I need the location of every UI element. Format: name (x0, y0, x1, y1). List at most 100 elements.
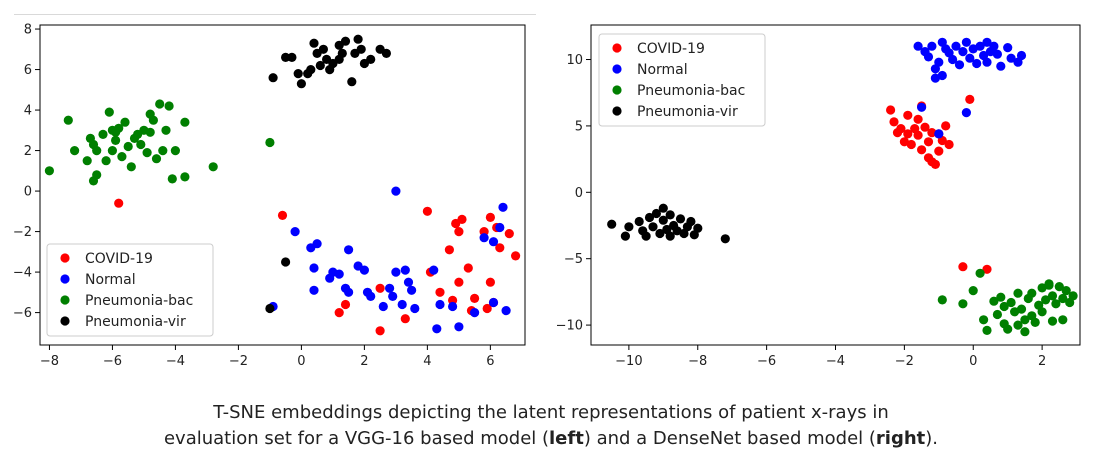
data-point (1051, 299, 1061, 309)
y-tick-label: −5 (564, 252, 583, 267)
data-point (454, 277, 464, 287)
data-point (504, 229, 514, 239)
y-tick-label: 6 (24, 63, 32, 78)
data-point (941, 121, 951, 131)
data-point (145, 127, 155, 137)
data-point (208, 162, 218, 172)
data-point (495, 222, 505, 233)
data-point (366, 54, 376, 64)
data-point (961, 108, 971, 118)
data-point (388, 291, 398, 301)
data-point (107, 146, 117, 156)
data-point (117, 152, 127, 162)
data-point (167, 174, 177, 184)
data-point (366, 291, 376, 301)
data-point (899, 137, 909, 147)
data-point (359, 265, 369, 275)
data-point (927, 128, 937, 138)
data-point (889, 117, 899, 127)
data-point (180, 172, 190, 182)
data-point (1058, 315, 1068, 325)
data-point (1061, 286, 1071, 296)
data-point (1006, 297, 1016, 308)
data-point (265, 137, 275, 148)
data-point (290, 227, 300, 237)
data-point (989, 41, 999, 51)
caption-line-2: evaluation set for a VGG-16 based model … (0, 426, 1102, 452)
legend-label: COVID-19 (85, 251, 153, 267)
data-point (675, 214, 686, 224)
data-point (620, 231, 630, 241)
x-tick-label: −6 (757, 354, 776, 369)
data-point (655, 228, 665, 239)
data-point (85, 133, 95, 143)
x-tick-label: −4 (826, 354, 845, 369)
data-point (463, 263, 473, 273)
data-point (63, 115, 73, 125)
data-point (1041, 295, 1051, 305)
data-point (123, 141, 133, 152)
data-point (435, 299, 445, 310)
data-point (265, 303, 275, 314)
scatter-chart-vgg16: −8 −6 −4 −2 0 2 4 6 −6 −4 −2 0 2 4 6 8 COVID-19 Normal Pne… (13, 23, 526, 369)
data-point (923, 137, 934, 147)
data-point (934, 129, 944, 139)
data-point (309, 263, 319, 273)
data-point (954, 60, 965, 70)
y-tick-label: −6 (13, 306, 32, 321)
data-point (306, 65, 316, 75)
data-point (444, 245, 454, 255)
data-point (375, 326, 385, 336)
figure-caption: T-SNE embeddings depicting the latent re… (0, 400, 1102, 452)
y-tick-label: 8 (24, 23, 32, 38)
legend-label: Pneumonia-vir (637, 104, 738, 120)
data-point (972, 58, 982, 69)
data-point (495, 243, 505, 253)
data-point (968, 286, 978, 296)
data-point (120, 117, 130, 127)
data-point (501, 306, 511, 316)
data-point (296, 79, 306, 89)
caption-right-word: right (875, 428, 926, 449)
data-point (920, 122, 930, 132)
data-point (353, 34, 363, 44)
series-normal (268, 186, 511, 334)
data-point (347, 77, 357, 87)
x-tick-label: 4 (423, 354, 431, 369)
data-point (318, 44, 328, 54)
data-point (498, 202, 508, 212)
data-point (114, 198, 124, 208)
data-point (391, 267, 401, 277)
data-point (479, 233, 489, 243)
data-point (485, 212, 495, 222)
data-point (334, 54, 344, 64)
data-point (965, 94, 975, 104)
data-point (934, 146, 944, 156)
data-point (400, 314, 410, 324)
caption-text: ) and a DenseNet based model ( (583, 428, 876, 449)
data-point (98, 129, 108, 139)
data-point (930, 73, 940, 83)
x-tick-label: −2 (229, 354, 248, 369)
data-point (281, 257, 291, 267)
data-point (309, 285, 319, 295)
series-pneumonia-bac (44, 99, 275, 186)
data-point (457, 214, 467, 224)
data-point (648, 222, 658, 232)
data-point (886, 105, 896, 115)
data-point (82, 156, 92, 166)
data-point (70, 146, 80, 156)
data-point (448, 301, 458, 312)
data-point (896, 124, 906, 134)
data-point (375, 283, 385, 293)
data-point (903, 110, 913, 120)
data-point (1020, 327, 1030, 337)
legend-label: Pneumonia-bac (85, 293, 193, 309)
data-point (454, 322, 464, 332)
legend-label: COVID-19 (637, 41, 705, 57)
y-tick-label: 0 (575, 186, 583, 201)
data-point (397, 299, 407, 310)
data-point (403, 277, 414, 287)
data-point (268, 73, 278, 83)
x-tick-label: −4 (166, 354, 185, 369)
